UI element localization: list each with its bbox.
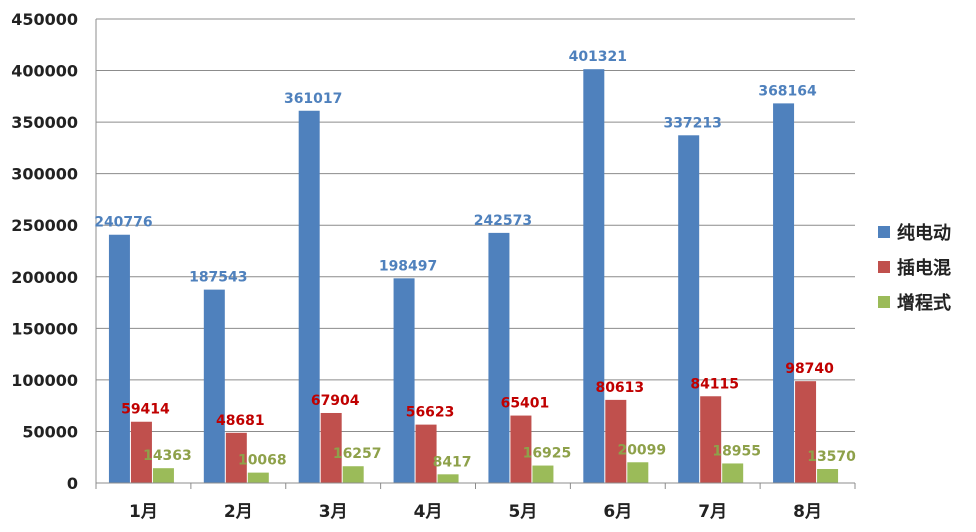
y-axis-ticks: 0 50000 100000 150000 200000 250000 300000 3500…	[11, 10, 78, 493]
bar-0-2	[152, 468, 174, 483]
x-tick-label: 7月	[698, 502, 727, 522]
bar-1-2	[247, 472, 269, 483]
data-label: 80613	[595, 380, 644, 396]
legend-label: 插电混	[897, 257, 951, 279]
y-tick-label: 250000	[11, 216, 78, 235]
bar-7-0	[773, 103, 795, 483]
bar-4-1	[510, 415, 532, 483]
x-tick-label: 4月	[414, 502, 443, 522]
bar-3-0	[393, 278, 415, 483]
y-tick-label: 0	[67, 474, 78, 493]
bar-5-0	[583, 69, 605, 484]
data-label: 187543	[189, 270, 247, 286]
bar-5-2	[627, 462, 649, 483]
bar-1-0	[203, 289, 225, 483]
bar-0-0	[108, 234, 130, 483]
bar-2-0	[298, 110, 320, 484]
data-label: 14363	[143, 448, 192, 464]
data-label: 67904	[311, 393, 360, 409]
bar-6-0	[678, 135, 700, 483]
bar-4-0	[488, 232, 510, 483]
bar-3-2	[437, 474, 459, 483]
bar-7-1	[795, 381, 817, 483]
y-tick-label: 350000	[11, 113, 78, 132]
y-tick-label: 150000	[11, 319, 78, 338]
data-label: 84115	[690, 376, 739, 392]
bar-0-1	[130, 421, 152, 483]
bars	[96, 69, 855, 484]
data-label: 337213	[663, 115, 721, 131]
legend-swatch	[878, 226, 890, 238]
data-label: 8417	[433, 454, 472, 470]
data-label: 242573	[474, 213, 532, 229]
data-label: 20099	[617, 442, 666, 458]
x-tick-label: 1月	[129, 502, 158, 522]
legend-swatch	[878, 261, 890, 273]
x-tick-label: 8月	[793, 502, 822, 522]
y-tick-label: 100000	[11, 371, 78, 390]
data-label: 401321	[569, 49, 627, 65]
y-tick-label: 200000	[11, 268, 78, 287]
bar-4-2	[532, 465, 554, 483]
y-tick-label: 50000	[22, 422, 78, 441]
bar-2-1	[320, 412, 342, 483]
data-label: 65401	[501, 396, 550, 412]
data-label: 16257	[333, 446, 382, 462]
data-label: 13570	[807, 449, 856, 465]
data-label: 240776	[94, 215, 152, 231]
legend-label: 纯电动	[897, 222, 951, 244]
x-tick-label: 6月	[603, 502, 632, 522]
bar-1-1	[225, 432, 247, 483]
data-label: 10068	[238, 453, 287, 469]
data-label: 98740	[785, 361, 834, 377]
data-label: 59414	[121, 402, 170, 418]
y-tick-label: 400000	[11, 62, 78, 81]
x-tick-label: 5月	[509, 502, 538, 522]
bar-3-1	[415, 424, 437, 483]
bar-5-1	[605, 399, 627, 483]
data-label: 368164	[758, 83, 817, 99]
data-label: 56623	[406, 405, 455, 421]
data-label: 198497	[379, 258, 437, 274]
x-tick-label: 2月	[224, 502, 253, 522]
x-axis-ticks: 1月 2月 3月 4月 5月 6月 7月 8月	[129, 502, 822, 522]
legend-swatch	[878, 296, 890, 308]
legend-label: 增程式	[897, 292, 951, 314]
data-label: 361017	[284, 91, 342, 107]
data-labels: 240776 59414 14363 187543 48681 10068 361017 67…	[94, 49, 856, 470]
bar-6-1	[700, 396, 722, 483]
data-label: 48681	[216, 413, 265, 429]
bar-2-2	[342, 466, 364, 483]
y-tick-label: 300000	[11, 165, 78, 184]
data-label: 16925	[523, 446, 572, 462]
y-tick-label: 450000	[11, 10, 78, 29]
x-tick-label: 3月	[319, 502, 348, 522]
bar-7-2	[817, 469, 839, 483]
data-label: 18955	[712, 443, 761, 459]
bar-6-2	[722, 463, 744, 483]
